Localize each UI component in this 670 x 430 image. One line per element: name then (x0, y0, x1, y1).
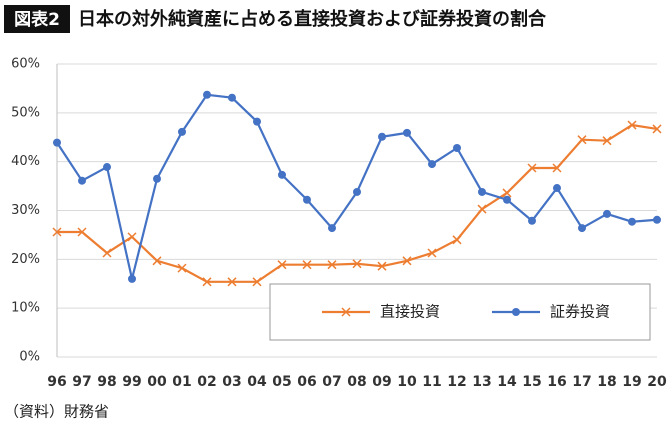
y-tick-label: 40% (11, 154, 40, 169)
point (78, 176, 86, 185)
point (328, 224, 336, 233)
y-tick-label: 20% (11, 252, 40, 267)
point (277, 260, 287, 270)
point (53, 138, 61, 147)
point (477, 204, 487, 214)
point (77, 227, 87, 237)
chart-title: 日本の対外純資産に占める直接投資および証券投資の割合 (78, 8, 547, 30)
point (503, 195, 511, 204)
point (502, 188, 512, 198)
x-tick-label: 17 (572, 374, 591, 390)
y-tick-label: 60% (11, 57, 40, 72)
point (403, 128, 411, 137)
x-tick-label: 09 (372, 374, 391, 390)
x-tick-label: 10 (397, 374, 417, 390)
point (603, 209, 611, 218)
point (303, 195, 311, 204)
point (378, 132, 386, 141)
point (353, 187, 361, 196)
point (203, 90, 211, 99)
legend-label: 証券投資 (550, 303, 610, 321)
y-tick-label: 30% (11, 203, 40, 218)
point (252, 277, 262, 287)
point (228, 93, 236, 102)
point (553, 184, 561, 193)
y-tick-label: 10% (11, 301, 40, 316)
point (127, 232, 137, 242)
y-tick-label: 50% (11, 105, 40, 120)
badge: 図表2 (14, 9, 60, 30)
point (627, 120, 637, 130)
source: （資料）財務省 (4, 403, 109, 421)
x-tick-label: 02 (197, 374, 216, 390)
x-tick-label: 14 (497, 374, 517, 390)
x-tick-label: 12 (447, 374, 466, 390)
point (202, 277, 212, 287)
legend-label: 直接投資 (380, 303, 440, 321)
point (178, 127, 186, 136)
point (628, 217, 636, 226)
point (577, 135, 587, 145)
point (103, 163, 111, 172)
point (102, 248, 112, 258)
point (653, 215, 661, 224)
point (352, 259, 362, 269)
x-tick-label: 18 (597, 374, 616, 390)
point (177, 263, 187, 273)
x-tick-label: 03 (222, 374, 241, 390)
badge-box (4, 5, 70, 33)
x-tick-label: 07 (322, 374, 341, 390)
point (578, 224, 586, 233)
x-tick-label: 16 (547, 374, 566, 390)
y-tick-label: 0% (19, 350, 40, 365)
x-tick-label: 11 (422, 374, 441, 390)
x-tick-label: 01 (172, 374, 191, 390)
x-tick-label: 00 (147, 374, 167, 390)
point (452, 235, 462, 245)
x-tick-label: 08 (347, 374, 366, 390)
point (227, 277, 237, 287)
x-tick-label: 20 (647, 374, 667, 390)
point (253, 117, 261, 126)
x-tick-label: 98 (97, 374, 116, 390)
point (153, 174, 161, 183)
x-tick-label: 97 (72, 374, 91, 390)
x-tick-label: 13 (472, 374, 491, 390)
point (527, 163, 537, 173)
x-tick-label: 15 (522, 374, 541, 390)
x-tick-label: 19 (622, 374, 641, 390)
point (377, 261, 387, 271)
point (341, 307, 351, 317)
point (478, 187, 486, 196)
x-tick-label: 99 (122, 374, 141, 390)
point (278, 170, 286, 179)
point (402, 256, 412, 266)
point (302, 260, 312, 270)
point (128, 274, 136, 283)
x-tick-label: 04 (247, 374, 267, 390)
point (428, 160, 436, 169)
point (152, 256, 162, 266)
point (453, 143, 461, 152)
point (652, 124, 662, 134)
point (552, 163, 562, 173)
point (528, 216, 536, 225)
x-tick-label: 96 (47, 374, 66, 390)
point (327, 260, 337, 270)
point (427, 248, 437, 258)
point (602, 136, 612, 146)
point (512, 308, 520, 316)
x-tick-label: 05 (272, 374, 291, 390)
x-tick-label: 06 (297, 374, 316, 390)
point (52, 227, 62, 237)
